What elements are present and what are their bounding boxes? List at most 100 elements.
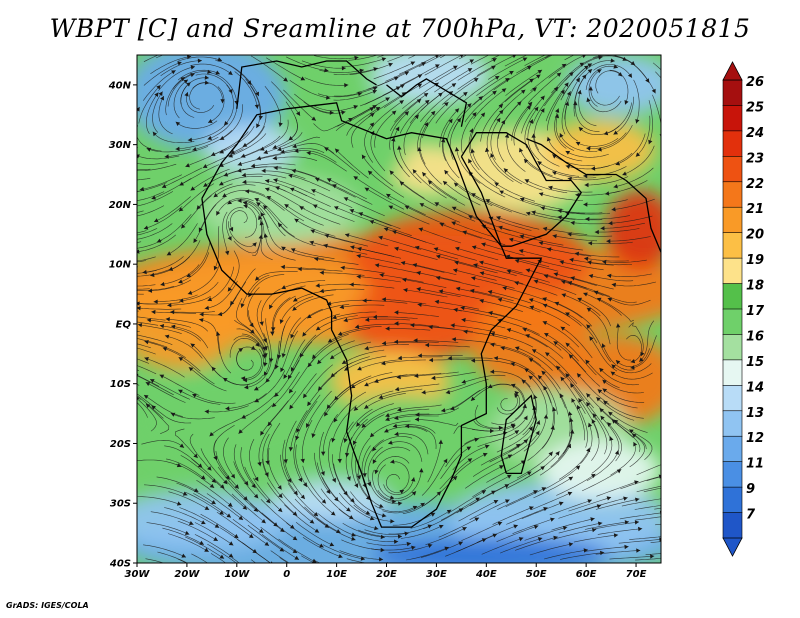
- streamline-arrowhead: [411, 491, 417, 496]
- streamline: [381, 341, 427, 344]
- streamline: [281, 492, 315, 524]
- streamline-arrowhead: [554, 113, 560, 119]
- streamline: [377, 490, 417, 502]
- streamline-arrowhead: [144, 395, 149, 399]
- streamline: [399, 99, 430, 134]
- streamline-arrowhead: [311, 116, 316, 121]
- streamline-arrowhead: [586, 146, 591, 151]
- streamline-arrowhead: [535, 430, 540, 436]
- streamline: [473, 264, 517, 276]
- lat-tick-label: 30N: [109, 140, 132, 151]
- streamline-arrowhead: [488, 310, 493, 316]
- streamline: [561, 91, 571, 135]
- longitude-axis: 30W 20W 10W 0 10E 20E 30E 40E 50E 60E 70E: [125, 563, 647, 580]
- streamline-arrowhead: [364, 382, 369, 387]
- streamline: [137, 358, 150, 364]
- streamline: [332, 184, 373, 205]
- streamline: [328, 439, 336, 483]
- streamline: [247, 524, 285, 552]
- streamline: [200, 448, 228, 485]
- streamline-arrowhead: [552, 171, 557, 176]
- streamline: [211, 366, 251, 386]
- streamline: [253, 354, 278, 391]
- streamline-arrowhead: [288, 173, 293, 179]
- streamline: [470, 289, 514, 302]
- streamline: [528, 358, 561, 390]
- streamline: [523, 414, 547, 452]
- streamline-arrowhead: [455, 246, 460, 251]
- streamline: [144, 357, 185, 378]
- streamline: [365, 318, 410, 321]
- streamline-arrowhead: [255, 342, 260, 347]
- streamline: [137, 163, 177, 171]
- streamline: [354, 534, 399, 542]
- streamline: [552, 529, 597, 540]
- streamline-arrowhead: [351, 536, 356, 541]
- streamline-arrowhead: [171, 70, 176, 75]
- streamline: [554, 301, 593, 327]
- streamline-arrowhead: [351, 532, 356, 537]
- streamline-arrowhead: [370, 432, 375, 438]
- streamline: [137, 347, 156, 355]
- streamline: [333, 67, 378, 75]
- streamline: [567, 176, 613, 181]
- streamline-arrowhead: [390, 459, 395, 464]
- streamline: [389, 111, 410, 150]
- streamline-arrowhead: [528, 375, 534, 380]
- streamline: [392, 424, 436, 434]
- streamline-arrowhead: [540, 95, 545, 101]
- streamline: [465, 465, 504, 489]
- streamline-arrowhead: [392, 423, 398, 428]
- streamline-arrowhead: [587, 63, 593, 68]
- streamline-arrowhead: [569, 417, 574, 423]
- streamline: [509, 420, 540, 452]
- streamline-arrowhead: [304, 571, 309, 575]
- streamline: [349, 209, 392, 227]
- streamline: [565, 165, 610, 170]
- streamline-arrowhead: [340, 265, 345, 270]
- streamline: [326, 178, 367, 200]
- streamline-arrowhead: [526, 471, 532, 476]
- colorbar-segment: [722, 385, 743, 412]
- streamline: [394, 433, 429, 455]
- streamline-arrowhead: [587, 499, 592, 504]
- streamline-arrowhead: [207, 135, 212, 140]
- streamline-arrowhead: [180, 77, 185, 82]
- streamline-arrowhead: [291, 168, 296, 174]
- streamline: [613, 167, 654, 188]
- streamline: [547, 136, 583, 162]
- streamline: [473, 420, 516, 430]
- streamline: [652, 62, 661, 71]
- streamline-arrowhead: [470, 148, 475, 153]
- streamline: [585, 359, 620, 389]
- streamline-arrowhead: [436, 275, 441, 281]
- streamline-arrowhead: [591, 419, 596, 424]
- streamline: [137, 398, 157, 432]
- streamline: [613, 419, 647, 450]
- streamline-arrowhead: [645, 78, 650, 83]
- streamline: [354, 323, 400, 328]
- streamline-arrowhead: [209, 483, 215, 488]
- streamline: [206, 493, 244, 521]
- streamline: [403, 289, 448, 298]
- streamline-arrowhead: [557, 208, 562, 214]
- streamline-arrowhead: [307, 401, 312, 406]
- streamline-arrowhead: [156, 85, 161, 90]
- streamline: [166, 458, 206, 480]
- streamline-arrowhead: [351, 572, 355, 576]
- streamline: [609, 555, 655, 560]
- streamline: [575, 190, 620, 196]
- streamline-arrowhead: [567, 232, 572, 237]
- streamline: [362, 300, 408, 304]
- coastline: [236, 60, 377, 109]
- streamline: [153, 294, 198, 303]
- streamline: [176, 482, 216, 505]
- streamline: [385, 193, 426, 216]
- streamline: [480, 103, 504, 142]
- streamline: [558, 447, 590, 480]
- streamline: [573, 534, 619, 543]
- streamline: [285, 420, 297, 464]
- streamline-arrowhead: [158, 91, 163, 96]
- streamline-arrowhead: [529, 298, 534, 303]
